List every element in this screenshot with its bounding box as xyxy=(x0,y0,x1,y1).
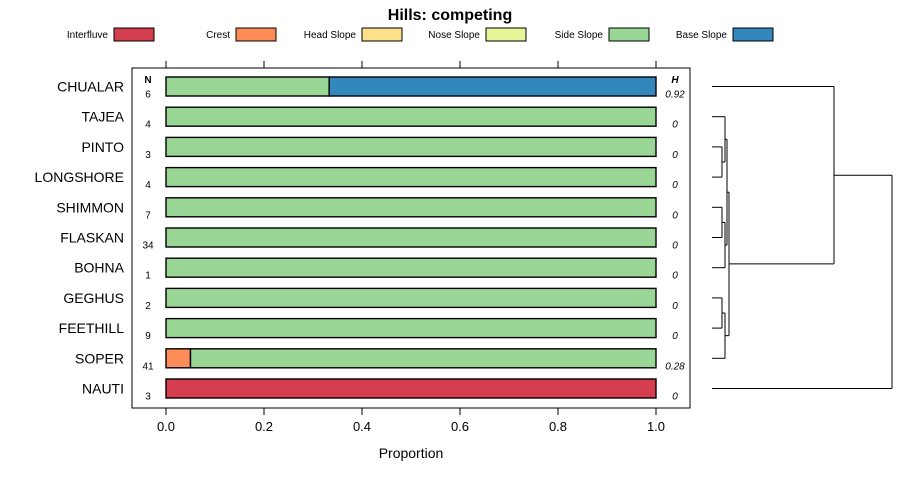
n-value-5: 34 xyxy=(142,241,154,252)
h-value-6: 0 xyxy=(672,271,678,282)
h-value-2: 0 xyxy=(672,150,678,161)
x-tick-label-5: 1.0 xyxy=(647,419,665,434)
legend-swatch-2 xyxy=(361,27,403,42)
legend-label-5: Base Slope xyxy=(676,30,728,41)
category-label-7: GEGHUS xyxy=(63,290,124,306)
bar-flaskan-side-slope xyxy=(165,227,657,248)
legend-label-3: Nose Slope xyxy=(428,30,480,41)
x-tick-label-4: 0.8 xyxy=(549,419,567,434)
category-labels: CHUALAR 6 0.92 TAJEA 4 0 PINTO 3 0 LONGSHORE 4 0 SHI… xyxy=(35,79,686,403)
bars-group xyxy=(165,76,657,399)
n-value-4: 7 xyxy=(145,210,151,221)
bar-pinto-side-slope xyxy=(165,136,657,158)
x-tick-label-2: 0.4 xyxy=(353,419,371,434)
x-tick-label-0: 0.0 xyxy=(157,419,175,434)
dendrogram xyxy=(712,86,893,389)
h-value-5: 0 xyxy=(672,241,678,252)
legend-swatch-1 xyxy=(235,27,277,42)
h-value-3: 0 xyxy=(672,180,678,191)
n-value-1: 4 xyxy=(145,120,151,131)
legend-swatch-0 xyxy=(113,27,155,42)
legend-swatch-3 xyxy=(485,27,527,42)
x-tick-label-3: 0.6 xyxy=(451,419,469,434)
n-value-10: 3 xyxy=(145,392,151,403)
bar-bohna-side-slope xyxy=(165,257,657,278)
h-value-9: 0.28 xyxy=(665,361,685,372)
legend: Interfluve Crest Head Slope Nose Slope Side … xyxy=(67,27,774,42)
category-label-5: FLASKAN xyxy=(60,230,124,246)
bar-tajea-side-slope xyxy=(165,106,657,127)
plot-frame xyxy=(131,67,691,409)
h-value-7: 0 xyxy=(672,301,678,312)
n-value-9: 41 xyxy=(142,361,154,372)
category-label-3: LONGSHORE xyxy=(35,169,124,185)
n-value-2: 3 xyxy=(145,150,151,161)
bar-feethill-side-slope xyxy=(165,317,657,339)
h-value-4: 0 xyxy=(672,210,678,221)
category-label-8: FEETHILL xyxy=(59,320,125,336)
n-value-3: 4 xyxy=(145,180,151,191)
category-label-9: SOPER xyxy=(75,350,124,366)
h-header: H xyxy=(671,75,679,86)
h-value-8: 0 xyxy=(672,331,678,342)
legend-label-2: Head Slope xyxy=(304,30,357,41)
legend-label-0: Interfluve xyxy=(67,30,109,41)
n-value-7: 2 xyxy=(145,301,151,312)
bar-chualar-side-slope xyxy=(165,76,330,97)
legend-label-4: Side Slope xyxy=(555,30,604,41)
bar-nauti-interfluve xyxy=(165,378,657,399)
bar-longshore-side-slope xyxy=(165,166,657,188)
category-label-2: PINTO xyxy=(81,139,124,155)
category-label-0: CHUALAR xyxy=(57,79,124,95)
category-label-4: SHIMMON xyxy=(56,199,124,215)
x-axis-label: Proportion xyxy=(379,445,444,461)
legend-swatch-4 xyxy=(608,27,650,42)
chart-title: Hills: competing xyxy=(388,7,512,24)
legend-swatch-5 xyxy=(732,27,774,42)
h-value-10: 0 xyxy=(672,392,678,403)
bar-soper-side-slope xyxy=(189,348,657,369)
n-value-8: 9 xyxy=(145,331,151,342)
n-header: N xyxy=(144,75,151,86)
category-label-1: TAJEA xyxy=(81,109,124,125)
x-axis: 0.0 0.2 0.4 0.6 0.8 1.0 xyxy=(157,61,665,434)
category-label-10: NAUTI xyxy=(82,381,124,397)
bar-shimmon-side-slope xyxy=(165,197,657,218)
x-tick-label-1: 0.2 xyxy=(255,419,273,434)
bar-geghus-side-slope xyxy=(165,287,657,309)
bar-chualar-base-slope xyxy=(328,76,657,97)
h-value-0: 0.92 xyxy=(665,90,685,101)
bar-soper-crest xyxy=(165,348,192,369)
n-value-6: 1 xyxy=(145,271,151,282)
legend-label-1: Crest xyxy=(206,30,230,41)
h-value-1: 0 xyxy=(672,120,678,131)
category-label-6: BOHNA xyxy=(74,260,124,276)
n-value-0: 6 xyxy=(145,90,151,101)
